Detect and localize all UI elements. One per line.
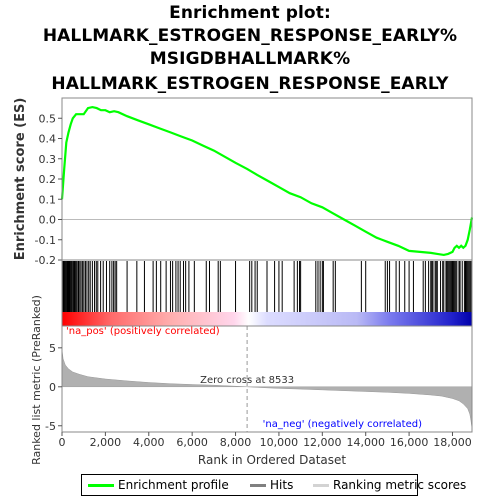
- x-tick-label: 14,000: [346, 436, 385, 449]
- rank-y-axis-label: Ranked list metric (PreRanked): [30, 295, 43, 465]
- x-tick-label: 12,000: [303, 436, 342, 449]
- x-tick-label: 16,000: [390, 436, 429, 449]
- ranking-metric-area: [62, 349, 472, 429]
- x-tick-label: 10,000: [260, 436, 299, 449]
- es-y-tick-label: 0.5: [39, 112, 57, 125]
- es-y-tick-label: 0.2: [39, 173, 57, 186]
- pos-correlated-label: 'na_pos' (positively correlated): [66, 326, 220, 337]
- legend-swatch-ranking: [313, 484, 329, 487]
- legend-label-hits: Hits: [270, 478, 293, 492]
- es-y-tick-label: -0.1: [35, 234, 56, 247]
- zero-cross-label: Zero cross at 8533: [200, 375, 294, 386]
- x-tick-label: 2,000: [90, 436, 122, 449]
- legend-swatch-enrichment: [88, 484, 114, 487]
- es-y-tick-label: 0.3: [39, 153, 57, 166]
- legend-label-ranking: Ranking metric scores: [333, 478, 466, 492]
- legend-enrichment-profile: Enrichment profile: [88, 478, 229, 492]
- es-y-tick-label: -0.2: [35, 254, 56, 267]
- rank-y-tick-label: -5: [45, 420, 56, 433]
- x-tick-label: 0: [59, 436, 66, 449]
- legend-swatch-hits: [250, 484, 266, 487]
- es-y-tick-label: 0.0: [39, 214, 57, 227]
- legend-label-enrichment: Enrichment profile: [118, 478, 229, 492]
- x-tick-label: 4,000: [133, 436, 165, 449]
- legend-ranking: Ranking metric scores: [313, 478, 466, 492]
- x-tick-label: 8,000: [220, 436, 252, 449]
- rank-color-bar: [62, 312, 472, 326]
- es-plot-area: [62, 98, 472, 260]
- es-y-tick-label: 0.4: [39, 133, 57, 146]
- es-y-tick-label: 0.1: [39, 193, 57, 206]
- x-tick-label: 6,000: [176, 436, 208, 449]
- x-tick-label: 18,000: [433, 436, 472, 449]
- rank-y-tick-label: 0: [49, 381, 56, 394]
- legend: Enrichment profile Hits Ranking metric s…: [81, 474, 418, 496]
- neg-correlated-label: 'na_neg' (negatively correlated): [263, 419, 422, 430]
- es-y-axis-label: Enrichment score (ES): [13, 98, 28, 261]
- rank-y-tick-label: 5: [49, 342, 56, 355]
- x-axis-label: Rank in Ordered Dataset: [198, 453, 346, 467]
- legend-hits: Hits: [250, 478, 293, 492]
